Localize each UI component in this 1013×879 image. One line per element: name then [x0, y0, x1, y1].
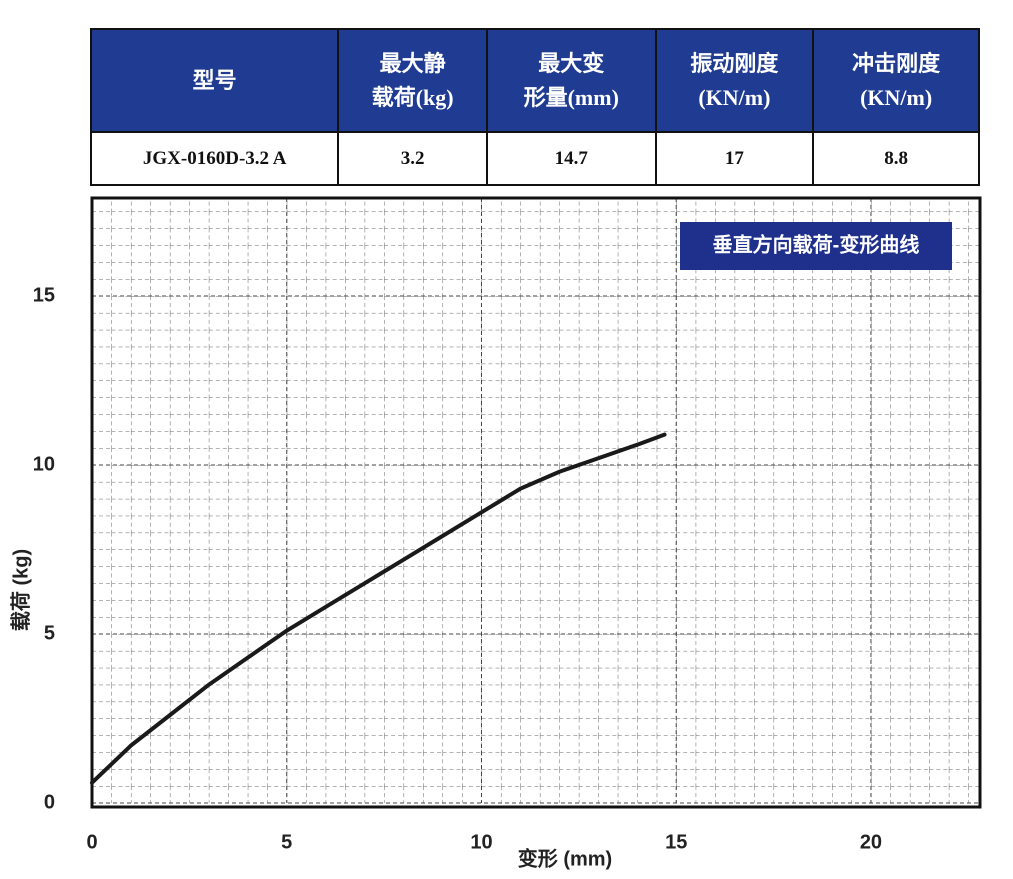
x-axis-label: 变形 (mm): [518, 846, 612, 870]
data-cell: 14.7: [485, 131, 657, 186]
header-cell: 振动刚度 (KN/m): [654, 28, 815, 133]
load-curve: [90, 432, 667, 785]
minor-grid: [92, 198, 980, 803]
y-tick-label: 0: [44, 791, 55, 813]
spec-table: 型号 最大静 载荷(kg) 最大变 形量(mm) 振动刚度 (KN/m) 冲击刚度 (KN/m)…: [89, 28, 980, 186]
header-text: 载荷(kg): [371, 84, 454, 110]
header-text: 最大变: [538, 50, 605, 76]
y-tick-label: 15: [33, 284, 55, 306]
y-tick-label: 10: [33, 453, 55, 475]
x-tick-label: 0: [86, 831, 97, 853]
header-cell: 最大变形量(mm): [485, 28, 657, 133]
header-cell: 型号: [89, 28, 340, 133]
header-text: 冲击刚度: [852, 50, 941, 76]
header-row: 型号 最大静 载荷(kg) 最大变 形量(mm) 振动刚度 (KN/m) 冲击刚度 (KN/m): [89, 28, 980, 133]
header-text: 最大静: [379, 50, 446, 76]
data-cell: 8.8: [812, 131, 980, 186]
x-tick-label: 15: [665, 831, 687, 853]
header-text: (KN/m): [698, 84, 771, 110]
chart-title: 垂直方向载荷-变形曲线: [713, 232, 920, 256]
title-box: [680, 222, 952, 270]
data-cell: JGX-0160D-3.2 A: [89, 131, 340, 186]
data-cell: 3.2: [337, 131, 488, 186]
header-cell: 冲击刚度 (KN/m): [812, 28, 980, 133]
header-text: (KN/m): [860, 84, 933, 110]
x-tick-label: 20: [860, 831, 882, 853]
y-tick-label: 5: [44, 622, 55, 644]
header-text: 形量(mm): [523, 84, 619, 110]
header-cell: 最大静载荷(kg): [337, 28, 488, 133]
header-text: 振动刚度: [690, 50, 779, 76]
x-tick-label: 10: [470, 831, 492, 853]
plot-frame: [90, 196, 982, 809]
x-tick-label: 5: [281, 831, 292, 853]
y-axis-label: 载荷 (kg): [8, 549, 32, 631]
data-row: JGX-0160D-3.2 A 3.2 14.7 17 8.8: [89, 131, 980, 186]
header-text: 型号: [192, 67, 237, 93]
data-cell: 17: [654, 131, 815, 186]
